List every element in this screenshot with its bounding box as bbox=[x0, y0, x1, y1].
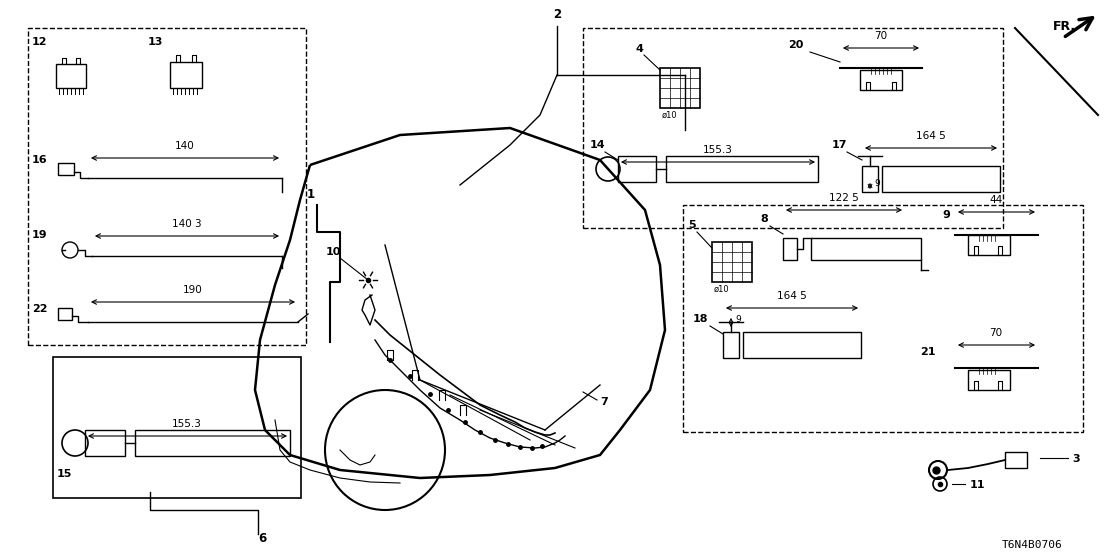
Text: 11: 11 bbox=[970, 480, 985, 490]
Bar bbox=[583, 28, 1003, 228]
Bar bbox=[58, 308, 72, 320]
Text: 22: 22 bbox=[32, 304, 48, 314]
Text: 7: 7 bbox=[601, 397, 608, 407]
Bar bbox=[135, 430, 290, 456]
Bar bbox=[1005, 452, 1027, 468]
Text: 12: 12 bbox=[32, 37, 48, 47]
Bar bbox=[28, 28, 306, 345]
Text: 44: 44 bbox=[989, 195, 1003, 205]
Text: 20: 20 bbox=[788, 40, 803, 50]
Text: 18: 18 bbox=[692, 314, 708, 324]
Bar bbox=[743, 332, 861, 358]
Text: 15: 15 bbox=[57, 469, 72, 479]
Text: 70: 70 bbox=[989, 328, 1003, 338]
Text: 164 5: 164 5 bbox=[916, 131, 946, 141]
Text: 190: 190 bbox=[183, 285, 203, 295]
Bar bbox=[618, 156, 656, 182]
Text: 9: 9 bbox=[942, 210, 950, 220]
Text: 17: 17 bbox=[832, 140, 848, 150]
Text: 19: 19 bbox=[32, 230, 48, 240]
Text: 4: 4 bbox=[635, 44, 643, 54]
Text: 164 5: 164 5 bbox=[777, 291, 807, 301]
Bar bbox=[85, 430, 125, 456]
Bar bbox=[860, 70, 902, 90]
Text: 9: 9 bbox=[874, 179, 880, 188]
Text: 3: 3 bbox=[1073, 454, 1079, 464]
Text: 6: 6 bbox=[258, 532, 266, 545]
Text: 140 3: 140 3 bbox=[172, 219, 202, 229]
Text: 122 5: 122 5 bbox=[829, 193, 859, 203]
Bar bbox=[660, 68, 700, 108]
Bar bbox=[712, 242, 752, 282]
Text: 70: 70 bbox=[874, 31, 888, 41]
Text: 13: 13 bbox=[148, 37, 163, 47]
Text: 140: 140 bbox=[175, 141, 195, 151]
Text: 155.3: 155.3 bbox=[704, 145, 732, 155]
Bar bbox=[724, 332, 739, 358]
Text: 9: 9 bbox=[735, 315, 741, 324]
Text: 10: 10 bbox=[326, 247, 341, 257]
Bar bbox=[57, 64, 86, 88]
Bar bbox=[666, 156, 818, 182]
Bar bbox=[783, 238, 797, 260]
Text: T6N4B0706: T6N4B0706 bbox=[1002, 540, 1063, 550]
Text: ø10: ø10 bbox=[714, 285, 730, 294]
Bar bbox=[58, 163, 74, 175]
Text: 8: 8 bbox=[760, 214, 768, 224]
Bar bbox=[968, 235, 1010, 255]
Text: 5: 5 bbox=[688, 220, 696, 230]
Text: 14: 14 bbox=[589, 140, 606, 150]
Text: 155.3: 155.3 bbox=[172, 419, 202, 429]
Text: 1: 1 bbox=[307, 188, 315, 201]
Text: 21: 21 bbox=[920, 347, 935, 357]
Bar bbox=[968, 370, 1010, 390]
Bar bbox=[683, 205, 1083, 432]
Bar bbox=[882, 166, 1001, 192]
Bar bbox=[811, 238, 921, 260]
Text: FR.: FR. bbox=[1053, 20, 1076, 33]
Text: 16: 16 bbox=[32, 155, 48, 165]
Text: 2: 2 bbox=[553, 8, 561, 21]
Bar bbox=[53, 357, 301, 498]
Bar bbox=[170, 62, 202, 88]
Bar bbox=[862, 166, 878, 192]
Text: ø10: ø10 bbox=[661, 111, 678, 120]
